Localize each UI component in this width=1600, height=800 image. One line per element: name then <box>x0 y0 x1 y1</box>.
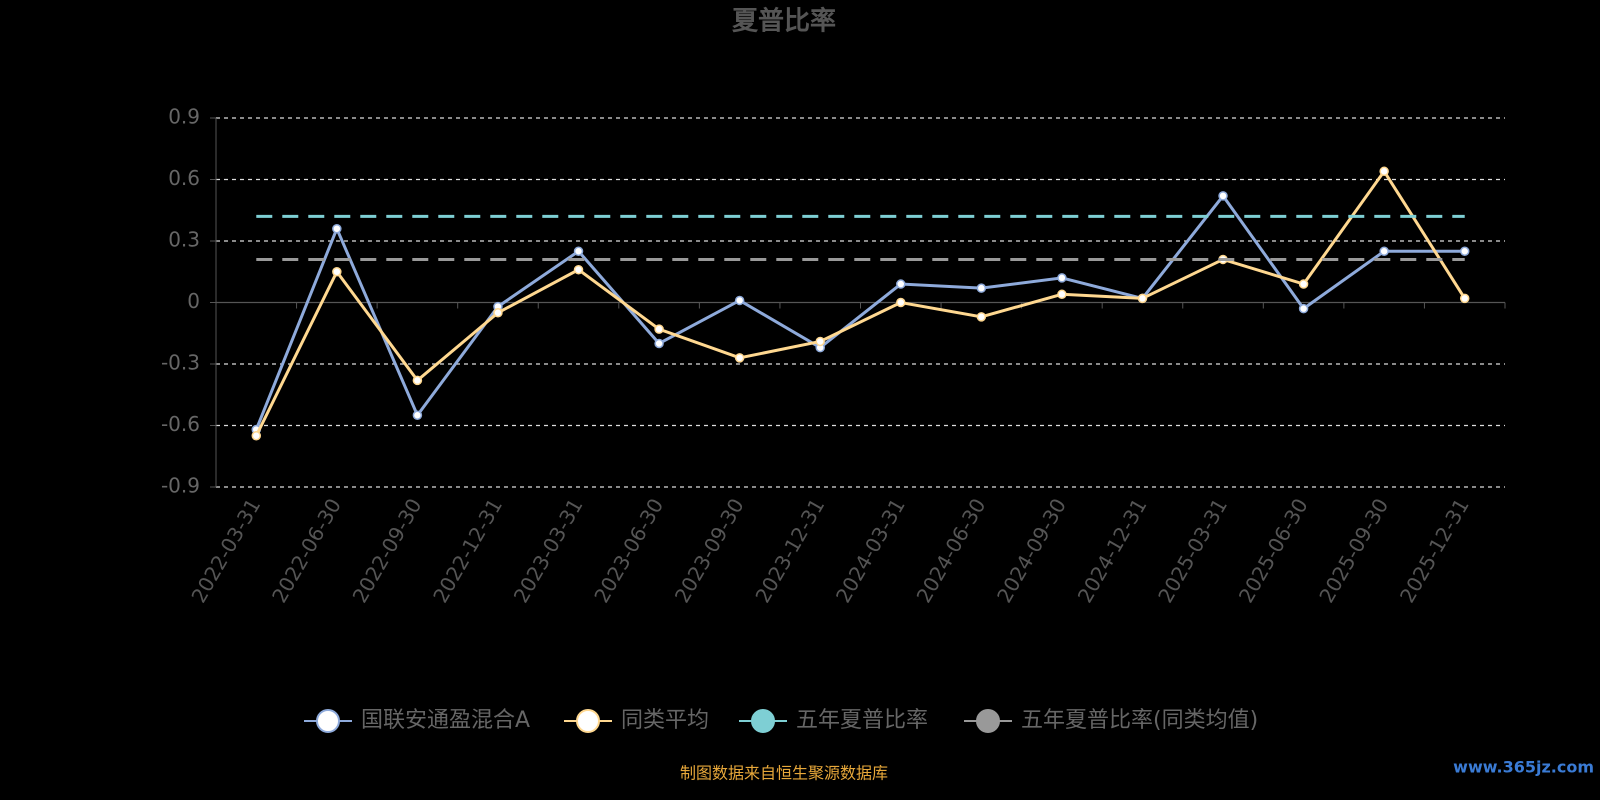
data-point <box>1459 246 1470 256</box>
data-point <box>412 410 423 420</box>
data-point <box>1379 246 1389 256</box>
data-point <box>1137 293 1148 304</box>
series-line <box>254 193 1465 431</box>
watermark: www.365jz.com <box>1453 758 1594 777</box>
x-tick-label: 2025-03-31 <box>1153 494 1232 607</box>
data-point <box>332 223 342 234</box>
data-point <box>1057 289 1067 300</box>
x-tick-label: 2022-03-31 <box>186 494 265 607</box>
legend-label: 五年夏普比率 <box>796 708 928 733</box>
x-tick-label: 2023-12-31 <box>750 494 829 607</box>
data-point <box>332 267 342 277</box>
data-point <box>734 295 745 306</box>
legend-item: 同类平均 <box>564 708 709 733</box>
legend-item: 五年夏普比率(同类均值) <box>964 708 1258 733</box>
y-tick-label: -0.3 <box>161 351 200 375</box>
data-point <box>1298 303 1309 314</box>
x-tick-label: 2022-06-30 <box>267 494 346 607</box>
x-tick-label: 2025-09-30 <box>1314 494 1393 607</box>
data-point <box>734 353 745 363</box>
footer: 制图数据来自恒生聚源数据库 <box>680 764 888 783</box>
data-point <box>654 324 664 334</box>
series-line <box>254 168 1466 437</box>
y-tick-label: -0.9 <box>161 474 200 498</box>
y-tick-label: 0.6 <box>168 166 200 190</box>
legend-label: 国联安通盈混合A <box>361 708 530 733</box>
y-tick-label: 0.3 <box>168 228 200 252</box>
data-point <box>1459 293 1470 304</box>
x-tick-label: 2022-12-31 <box>428 494 507 607</box>
data-point <box>412 375 423 386</box>
y-tick-label: -0.6 <box>161 412 200 436</box>
legend-label: 同类平均 <box>621 708 709 733</box>
data-point <box>896 297 906 308</box>
x-tick-label: 2023-09-30 <box>670 494 749 607</box>
y-tick-label: 0.9 <box>168 105 200 129</box>
chart-title: 夏普比率 <box>732 6 836 37</box>
x-tick-label: 2024-09-30 <box>992 494 1071 607</box>
data-point <box>573 246 584 256</box>
x-tick-label: 2023-06-30 <box>589 494 668 607</box>
data-point <box>976 283 987 293</box>
legend-item: 国联安通盈混合A <box>304 708 530 733</box>
x-tick-label: 2022-09-30 <box>348 494 427 607</box>
data-point <box>1298 279 1309 289</box>
x-tick-label: 2025-06-30 <box>1234 494 1313 607</box>
data-point <box>251 431 262 441</box>
x-tick-label: 2024-12-31 <box>1073 494 1152 607</box>
x-tick-label: 2024-03-31 <box>831 494 910 607</box>
data-point <box>1379 166 1389 177</box>
data-point <box>573 264 584 275</box>
x-tick-label: 2024-06-30 <box>912 494 991 607</box>
x-tick-label: 2025-12-31 <box>1395 494 1474 607</box>
data-point <box>493 308 503 318</box>
legend-marker <box>576 709 600 733</box>
data-point <box>896 279 906 289</box>
y-tick-label: 0 <box>187 289 200 313</box>
data-point <box>976 312 987 322</box>
data-point <box>1057 273 1067 283</box>
legend-item: 五年夏普比率 <box>739 708 928 733</box>
legend-marker <box>316 709 340 733</box>
data-point <box>1218 191 1228 201</box>
legend-marker <box>751 709 775 733</box>
legend-label: 五年夏普比率(同类均值) <box>1021 708 1258 733</box>
legend-marker <box>976 709 1000 733</box>
data-point <box>654 338 664 349</box>
x-tick-label: 2023-03-31 <box>509 494 588 607</box>
data-point <box>815 336 825 347</box>
